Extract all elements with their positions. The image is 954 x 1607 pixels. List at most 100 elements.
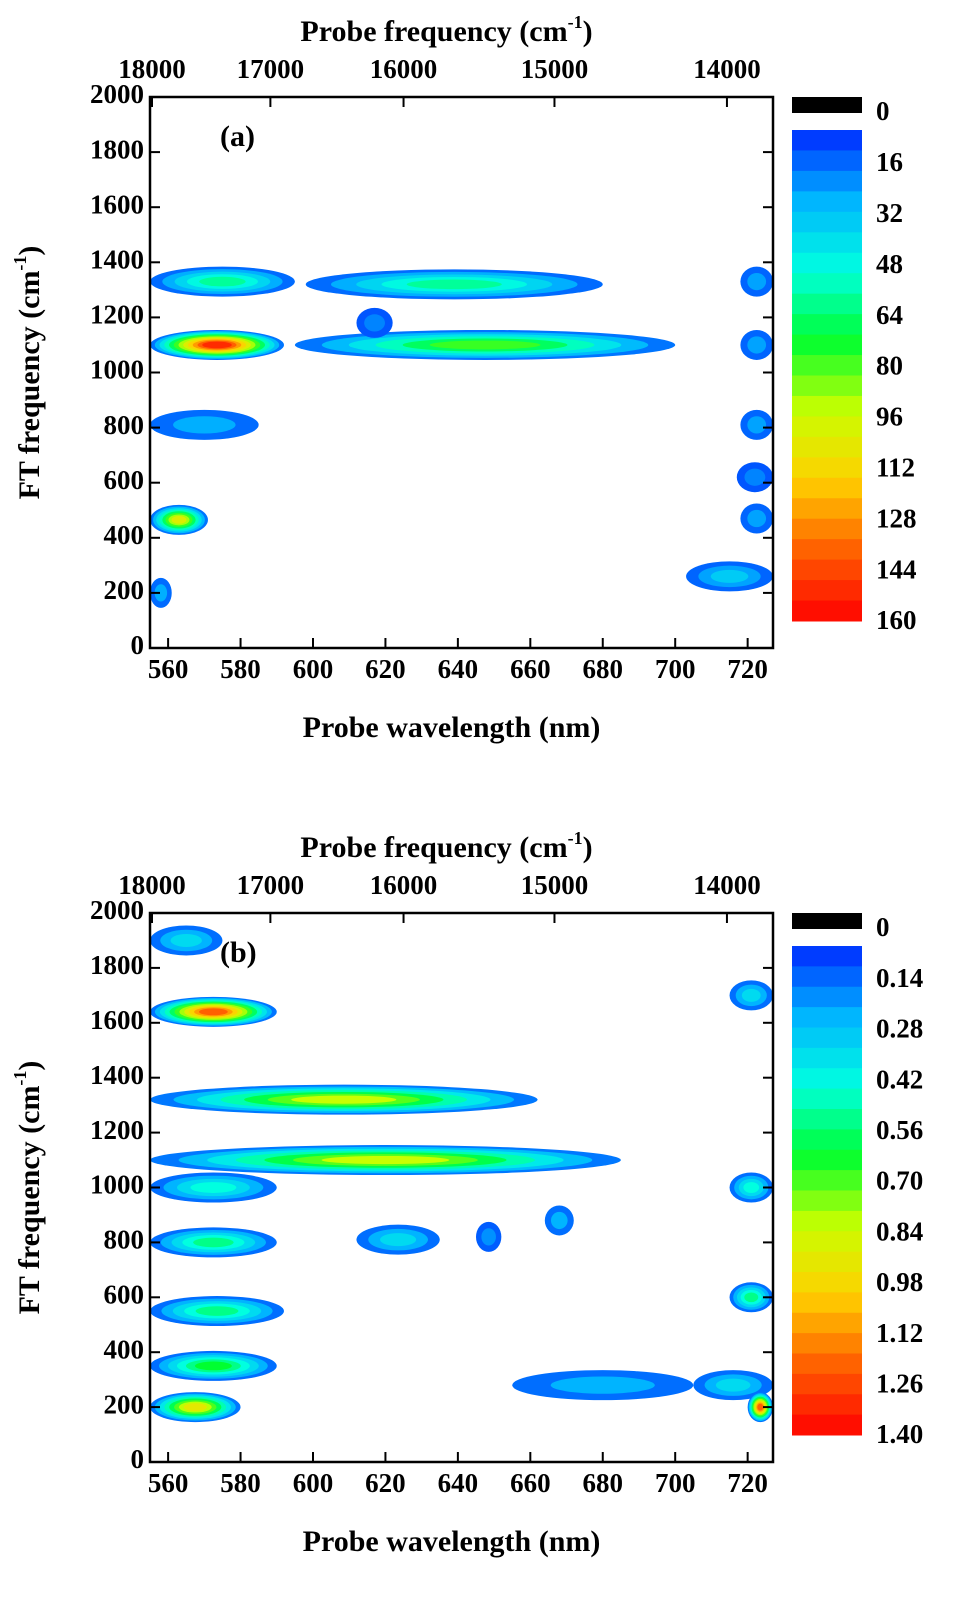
colorbar-step: [792, 477, 862, 499]
colorbar-step: [792, 539, 862, 561]
x2-tick-label: 17000: [237, 54, 305, 84]
colorbar-step: [792, 150, 862, 172]
colorbar-tick-label: 0: [876, 96, 890, 126]
y-axis-label-sup: -1: [10, 1071, 30, 1086]
colorbar-step: [792, 416, 862, 438]
x2-tick-label: 16000: [370, 54, 438, 84]
colorbar-tick-label: 1.26: [876, 1369, 923, 1399]
y-tick-label: 2000: [90, 79, 144, 109]
panel-label: (b): [220, 936, 257, 969]
colorbar-step: [792, 580, 862, 602]
colorbar-step: [792, 986, 862, 1008]
x-tick-label: 600: [293, 654, 334, 684]
contour-level: [406, 279, 502, 290]
x2-axis-label-part: Probe frequency (cm: [300, 831, 567, 864]
x-tick-label: 660: [510, 1468, 551, 1498]
x-tick-label: 720: [727, 1468, 768, 1498]
colorbar-step: [792, 232, 862, 254]
colorbar-tick-label: 160: [876, 605, 917, 635]
colorbar-step: [792, 1333, 862, 1354]
contour-level: [199, 276, 246, 287]
colorbar-step: [792, 1312, 862, 1334]
colorbar-step: [792, 946, 862, 967]
y-tick-label: 1000: [90, 1170, 144, 1200]
x2-axis-label: Probe frequency (cm-1): [300, 12, 592, 48]
y-tick-label: 400: [104, 1334, 145, 1364]
colorbar-tick-label: 0.70: [876, 1166, 923, 1196]
colorbar-step: [792, 334, 862, 356]
x-tick-label: 580: [220, 654, 261, 684]
colorbar-step: [792, 1292, 862, 1314]
x2-axis-label-part: Probe frequency (cm: [300, 15, 567, 48]
colorbar-step: [792, 1394, 862, 1416]
x-tick-label: 700: [655, 654, 696, 684]
x-tick-label: 640: [438, 1468, 479, 1498]
y-tick-label: 1800: [90, 134, 144, 164]
x2-axis-label-part: ): [583, 15, 593, 48]
x-tick-label: 680: [583, 1468, 624, 1498]
colorbar-step: [792, 1210, 862, 1232]
colorbar-step: [792, 1129, 862, 1151]
colorbar-tick-label: 32: [876, 198, 903, 228]
x-tick-label: 620: [365, 1468, 406, 1498]
y-tick-label: 600: [104, 1280, 145, 1310]
colorbar-step: [792, 395, 862, 417]
y-axis-label-part: ): [13, 246, 46, 256]
colorbar-tick-label: 0.56: [876, 1115, 923, 1145]
colorbar-step: [792, 1109, 862, 1130]
contour-level: [380, 1233, 417, 1247]
colorbar-tick-label: 96: [876, 402, 903, 432]
colorbar-step: [792, 1047, 862, 1069]
plot-frame: [148, 95, 775, 650]
x-tick-label: 560: [148, 1468, 189, 1498]
contour-level: [747, 272, 767, 291]
contour-level: [171, 516, 187, 524]
colorbar-tick-label: 0: [876, 912, 890, 942]
contour-level: [429, 340, 541, 350]
y-axis-label: FT frequency (cm-1): [10, 1061, 46, 1315]
colorbar-tick-label: 80: [876, 351, 903, 381]
y-axis-label: FT frequency (cm-1): [10, 246, 46, 500]
contour-level: [550, 1376, 655, 1394]
x2-tick-label: 16000: [370, 870, 438, 900]
y-tick-label: 200: [104, 575, 145, 605]
y-tick-label: 200: [104, 1389, 145, 1419]
colorbar-step: [792, 170, 862, 192]
contour-level: [198, 1008, 228, 1016]
y-axis-label-part: FT frequency (cm: [13, 271, 46, 500]
x-tick-label: 560: [148, 654, 189, 684]
x2-tick-label: 18000: [118, 54, 186, 84]
colorbar-step: [792, 457, 862, 479]
x2-axis-label: Probe frequency (cm-1): [300, 828, 592, 864]
colorbar-step: [792, 1027, 862, 1049]
colorbar-step: [792, 1068, 862, 1090]
x-tick-label: 720: [727, 654, 768, 684]
x-tick-label: 640: [438, 654, 479, 684]
plot-area: [150, 266, 773, 608]
y-tick-label: 1000: [90, 355, 144, 385]
contour-level: [321, 1155, 450, 1165]
y-tick-label: 600: [104, 465, 145, 495]
y-tick-label: 1400: [90, 1060, 144, 1090]
contour-level: [743, 1182, 760, 1193]
colorbar-step: [792, 355, 862, 376]
y-tick-label: 0: [131, 630, 145, 660]
colorbar-step: [792, 518, 862, 540]
contour-level: [202, 341, 232, 349]
colorbar-step: [792, 1190, 862, 1212]
contour-level: [154, 584, 168, 602]
contour-level: [741, 988, 761, 1002]
x-tick-label: 580: [220, 1468, 261, 1498]
plot-area: [150, 925, 773, 1423]
x2-axis-label-sup: -1: [568, 828, 583, 848]
colorbar-step: [792, 1007, 862, 1028]
y-axis-label-part: ): [13, 1061, 46, 1071]
colorbar-step: [792, 211, 862, 233]
x2-tick-label: 14000: [693, 54, 761, 84]
x2-tick-label: 14000: [693, 870, 761, 900]
contour-level: [715, 1378, 751, 1392]
x2-tick-label: 15000: [521, 54, 589, 84]
colorbar-tick-label: 48: [876, 249, 903, 279]
colorbar-step: [792, 436, 862, 458]
